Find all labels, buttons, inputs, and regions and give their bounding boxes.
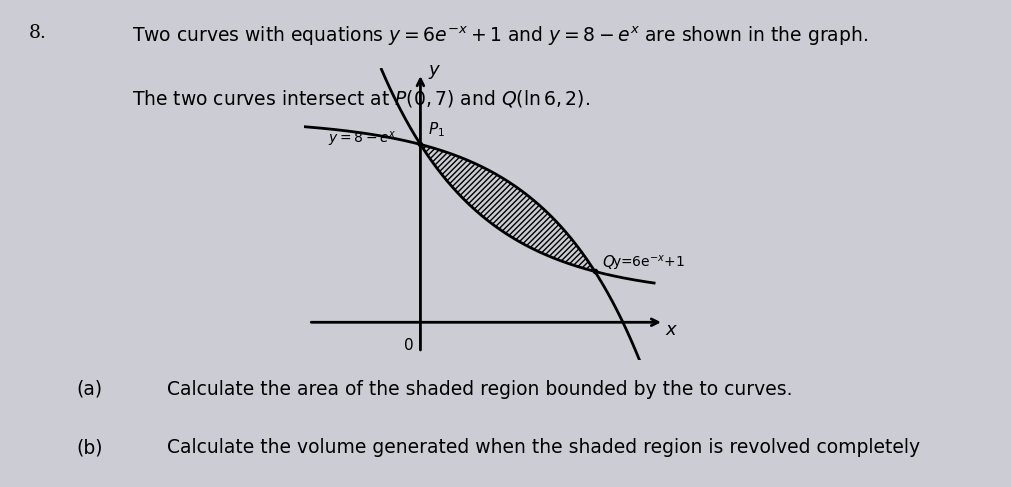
Text: $P_1$: $P_1$ xyxy=(428,121,445,139)
Text: Calculate the area of the shaded region bounded by the to curves.: Calculate the area of the shaded region … xyxy=(167,380,792,399)
Text: y=6e$^{-x}$+1: y=6e$^{-x}$+1 xyxy=(612,254,684,273)
Text: $y$: $y$ xyxy=(428,63,441,81)
Text: Calculate the volume generated when the shaded region is revolved completely: Calculate the volume generated when the … xyxy=(167,438,919,457)
Text: (b): (b) xyxy=(76,438,102,457)
Text: Two curves with equations $y = 6e^{-x} + 1$ and $y = 8 - e^{x}$ are shown in the: Two curves with equations $y = 6e^{-x} +… xyxy=(131,24,866,48)
Text: (a): (a) xyxy=(76,380,102,399)
Text: $y = 8 - e^{x}$: $y = 8 - e^{x}$ xyxy=(328,130,396,149)
Text: The two curves intersect at $P(0, 7)$ and $Q(\mathrm{ln}\,6, 2)$.: The two curves intersect at $P(0, 7)$ an… xyxy=(131,88,589,109)
Text: 8.: 8. xyxy=(28,24,47,42)
Text: Q: Q xyxy=(603,255,614,270)
Text: $x$: $x$ xyxy=(664,321,677,339)
Text: 0: 0 xyxy=(403,337,413,353)
